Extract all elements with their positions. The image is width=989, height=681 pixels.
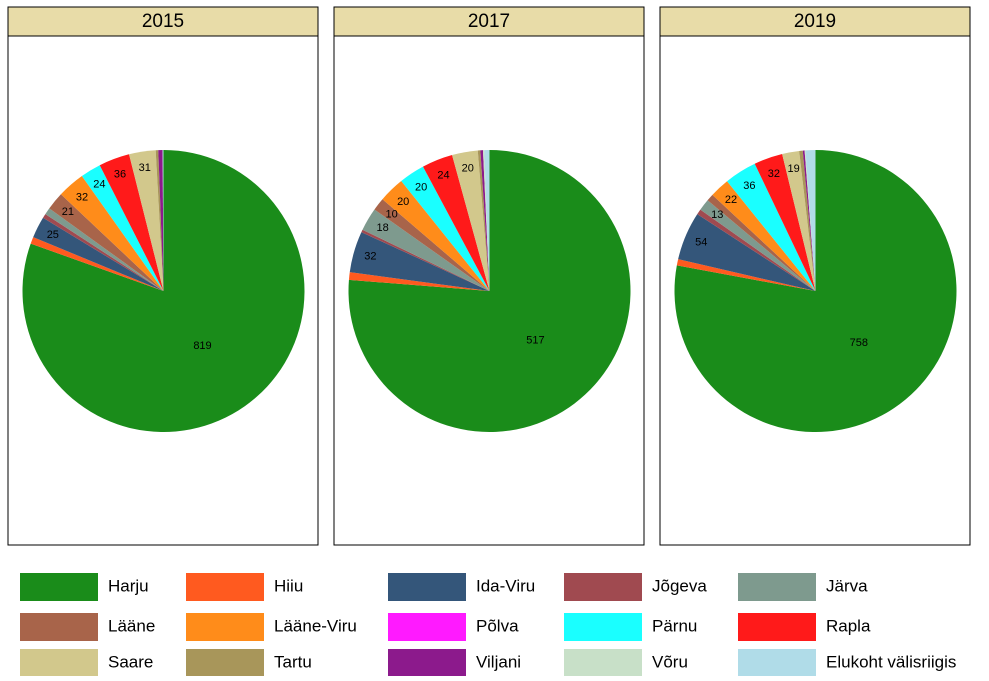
legend-label: Tartu	[274, 652, 312, 671]
slice-label: 24	[93, 179, 105, 191]
slice-label: 20	[415, 181, 427, 193]
legend-label: Jõgeva	[652, 576, 707, 595]
legend-swatch	[20, 613, 98, 641]
legend-label: Elukoht välisriigis	[826, 652, 956, 671]
pie-slice	[374, 199, 490, 291]
panel-header	[7, 6, 319, 37]
slice-label: 25	[47, 229, 59, 241]
legend-swatch	[738, 573, 816, 601]
slice-label: 36	[114, 169, 126, 181]
slice-label: 20	[462, 163, 474, 175]
legend-label: Ida-Viru	[476, 576, 535, 595]
panel-title: 2017	[468, 11, 510, 32]
pie-slice	[484, 150, 490, 291]
pie-slice	[804, 150, 816, 291]
pie-slice	[155, 150, 164, 291]
legend-label: Saare	[108, 652, 153, 671]
pie-slice	[707, 194, 816, 291]
legend-swatch	[388, 573, 466, 601]
panel-title: 2019	[794, 11, 836, 32]
pie-slice	[727, 163, 816, 291]
slice-label: 54	[695, 236, 707, 248]
slice-label: 31	[139, 162, 151, 174]
legend-swatch	[186, 573, 264, 601]
legend-swatch	[738, 613, 816, 641]
slice-label: 36	[743, 180, 755, 192]
legend-label: Hiiu	[274, 576, 303, 595]
pie-slice	[81, 165, 164, 291]
legend-swatch	[20, 573, 98, 601]
pie-slice	[30, 237, 164, 291]
pie-slice	[158, 150, 164, 291]
legend-label: Harju	[108, 576, 149, 595]
pie-slice	[712, 181, 816, 291]
pie-slice	[697, 209, 816, 291]
pie-slice	[805, 150, 816, 291]
slice-label: 32	[364, 250, 376, 262]
slice-label: 19	[787, 163, 799, 175]
legend-label: Viljani	[476, 652, 521, 671]
legend-swatch	[564, 613, 642, 641]
legend-label: Rapla	[826, 616, 871, 635]
pie-slice	[382, 181, 490, 291]
slice-label: 20	[397, 196, 409, 208]
legend-label: Järva	[826, 576, 868, 595]
legend-label: Põlva	[476, 616, 519, 635]
legend-swatch	[564, 649, 642, 677]
pie-slice	[99, 154, 164, 291]
pie-slice	[401, 166, 490, 291]
pie-slice	[422, 155, 490, 291]
legend-swatch	[388, 649, 466, 677]
pie-slice	[60, 176, 164, 291]
slice-label: 10	[386, 209, 398, 221]
legend-swatch	[186, 649, 264, 677]
pie-slice	[361, 229, 490, 291]
legend-swatch	[20, 649, 98, 677]
pie-slice	[802, 150, 816, 291]
slice-label: 517	[526, 335, 544, 347]
pie-slice	[43, 214, 164, 291]
panel-header	[333, 6, 645, 37]
slice-label: 22	[725, 194, 737, 206]
pie-slice	[782, 150, 816, 291]
pie-slice	[482, 150, 490, 291]
slice-label: 758	[850, 337, 868, 349]
panel-title: 2015	[142, 11, 184, 32]
pie-slice	[754, 154, 816, 291]
slice-label: 24	[437, 170, 449, 182]
pie-slice	[348, 272, 490, 291]
slice-label: 21	[62, 206, 74, 218]
slice-label: 819	[193, 340, 211, 352]
legend-label: Lääne-Viru	[274, 616, 357, 635]
legend-label: Pärnu	[652, 616, 697, 635]
legend-swatch	[186, 613, 264, 641]
pie-slice	[49, 194, 164, 291]
pie-slice	[162, 150, 164, 291]
pie-slice	[129, 150, 164, 291]
pie-slice	[676, 259, 816, 291]
legend-swatch	[388, 613, 466, 641]
slice-label: 13	[711, 209, 723, 221]
pie-slice	[349, 232, 490, 291]
slice-label: 18	[376, 222, 388, 234]
pie-slice	[452, 150, 490, 291]
pie-slice	[477, 150, 490, 291]
pie-slice	[700, 200, 816, 291]
pie-slice	[799, 150, 816, 291]
pie-slice	[45, 208, 164, 291]
legend-swatch	[738, 649, 816, 677]
legend-swatch	[564, 573, 642, 601]
pie-slice	[362, 209, 490, 291]
legend-label: Võru	[652, 652, 688, 671]
legend-label: Lääne	[108, 616, 155, 635]
panel-header	[659, 6, 971, 37]
slice-label: 32	[76, 191, 88, 203]
pie-slice	[33, 217, 164, 291]
pie-slice	[678, 214, 816, 291]
pie-slice	[480, 150, 490, 291]
slice-label: 32	[768, 168, 780, 180]
